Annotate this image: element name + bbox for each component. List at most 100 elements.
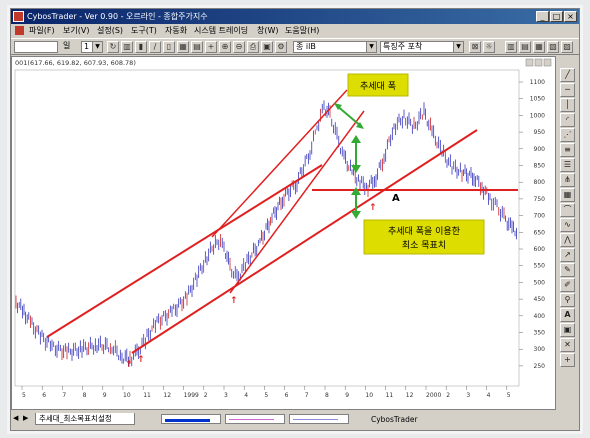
x-tick-label: 10 <box>123 392 131 399</box>
refresh-icon[interactable]: ↻ <box>107 41 119 53</box>
color-swatch-2[interactable] <box>225 414 285 424</box>
header-controls[interactable] <box>525 58 552 67</box>
draw-fib-icon[interactable]: ☰ <box>560 158 575 172</box>
table-icon[interactable]: ▤ <box>191 41 203 53</box>
draw-hline-icon[interactable]: ─ <box>560 83 575 97</box>
x-tick-label: 7 <box>305 392 309 399</box>
code-dropdown[interactable]: 종 ilB ▼ <box>293 41 377 53</box>
trend-width-arrow <box>335 104 363 128</box>
menu-settings[interactable]: 설정(S) <box>97 26 124 35</box>
lock-icon[interactable]: ⊠ <box>469 41 481 53</box>
candle-icon[interactable]: ▮ <box>135 41 147 53</box>
arrow-head-icon <box>356 122 364 129</box>
up-arrow-icon: ↑ <box>137 355 145 365</box>
menu-automation[interactable]: 자동화 <box>165 26 188 35</box>
menu-view[interactable]: 보기(V) <box>63 26 90 35</box>
minimize-button[interactable]: _ <box>536 11 549 22</box>
arrow-head-icon <box>351 211 361 219</box>
x-axis: 5 6 7 8 9 10 11 12 1999 2 3 4 5 6 7 8 9 10 11 12 2000 2 3 4 5 <box>21 386 511 399</box>
maximize-button[interactable]: □ <box>550 11 563 22</box>
upper-channel-bottom-line <box>229 110 365 294</box>
draw-cycle-icon[interactable]: ⌒ <box>560 203 575 217</box>
layout3-icon[interactable]: ▦ <box>533 41 545 53</box>
y-tick-label: 600 <box>534 246 546 253</box>
menu-file[interactable]: 파일(F) <box>29 26 55 35</box>
grid-icon[interactable]: ▦ <box>177 41 189 53</box>
color-swatch-1[interactable] <box>161 414 221 424</box>
x-tick-label: 6 <box>42 392 46 399</box>
crosshair-icon[interactable]: + <box>205 41 217 53</box>
draw-mark-icon[interactable]: ▣ <box>560 323 575 337</box>
x-tick-label: 5 <box>22 392 26 399</box>
y-tick-label: 1100 <box>530 79 545 86</box>
draw-pencil-icon[interactable]: ✎ <box>560 263 575 277</box>
draw-gann-icon[interactable]: ⋔ <box>560 173 575 187</box>
layout5-icon[interactable]: ▨ <box>561 41 573 53</box>
x-tick-label: 9 <box>345 392 349 399</box>
callout-box <box>347 73 409 97</box>
draw-brush-icon[interactable]: ✐ <box>560 278 575 292</box>
print-icon[interactable]: ⎙ <box>247 41 259 53</box>
arrow-head-icon <box>351 165 361 173</box>
chart-area[interactable]: 001(617.66, 619.82, 607.93, 608.78) 1100… <box>11 56 556 410</box>
x-tick-label: 10 <box>365 392 373 399</box>
layout2-icon[interactable]: ▤ <box>519 41 531 53</box>
tab-trend-target[interactable]: 추세대_최소목표치설정 <box>35 413 135 425</box>
menu-system-trading[interactable]: 시스템 트레이딩 <box>194 26 249 35</box>
draw-vline-icon[interactable]: │ <box>560 98 575 112</box>
draw-ray-icon[interactable]: ↗ <box>560 248 575 262</box>
save-icon[interactable]: ▣ <box>261 41 273 53</box>
stock-code-input[interactable] <box>14 41 58 53</box>
chart-icon[interactable]: ▥ <box>121 41 133 53</box>
line-icon[interactable]: ∕ <box>149 41 161 53</box>
settings-icon[interactable]: ⚙ <box>275 41 287 53</box>
callout-target: 추세대 폭을 이용한 최소 목표치 <box>363 219 485 255</box>
price-chart[interactable]: 001(617.66, 619.82, 607.93, 608.78) 1100… <box>12 57 555 409</box>
tab-next-icon[interactable]: ▶ <box>23 414 29 422</box>
menu-window[interactable]: 창(W) <box>257 26 279 35</box>
draw-text-icon[interactable]: A <box>560 308 575 322</box>
x-tick-label: 1999 <box>184 392 199 399</box>
draw-zigzag-icon[interactable]: ⋀ <box>560 233 575 247</box>
y-tick-label: 650 <box>534 229 546 236</box>
tab-prev-icon[interactable]: ◀ <box>13 414 19 422</box>
draw-link-icon[interactable]: ⚲ <box>560 293 575 307</box>
draw-channel-icon[interactable]: ≡ <box>560 143 575 157</box>
draw-fan-icon[interactable]: ⋰ <box>560 128 575 142</box>
status-app-name: CybosTrader <box>371 415 418 424</box>
bar-icon[interactable]: ▯ <box>163 41 175 53</box>
color-swatch-3[interactable] <box>289 414 349 424</box>
up-arrow-icon: ↑ <box>125 360 133 370</box>
title-bar[interactable]: CybosTrader - Ver 0.90 - 오르라인 - 종합주가지수 _… <box>11 9 579 24</box>
green-width-arrows <box>334 103 364 219</box>
close-button[interactable]: × <box>564 11 577 22</box>
menu-app-icon[interactable] <box>15 26 24 35</box>
count-dropdown[interactable]: 1 ▼ <box>81 41 103 53</box>
draw-plus-icon[interactable]: + <box>560 353 575 367</box>
zoom-in-icon[interactable]: ⊕ <box>219 41 231 53</box>
draw-cross-icon[interactable]: ✕ <box>560 338 575 352</box>
x-tick-label: 11 <box>386 392 394 399</box>
bulb-icon[interactable]: ☼ <box>483 41 495 53</box>
up-arrow-icon: ↑ <box>230 296 238 306</box>
up-arrow-icon: ↑ <box>369 203 377 213</box>
zoom-out-icon[interactable]: ⊖ <box>233 41 245 53</box>
x-tick-label: 12 <box>406 392 414 399</box>
draw-grid-icon[interactable]: ▦ <box>560 188 575 202</box>
layout-icon[interactable]: ▥ <box>505 41 517 53</box>
y-axis: 1100 1050 1000 950 900 850 800 750 700 650 600 550 5… <box>519 79 545 370</box>
trend-lines <box>46 89 518 354</box>
x-tick-label: 9 <box>103 392 107 399</box>
menu-tools[interactable]: 도구(T) <box>131 26 157 35</box>
draw-wave-icon[interactable]: ∿ <box>560 218 575 232</box>
draw-line-icon[interactable]: ╱ <box>560 68 575 82</box>
indicator-dropdown[interactable]: 특징주 포착 ▼ <box>380 41 464 53</box>
arrow-head-icon <box>334 103 342 110</box>
point-a-label: A <box>392 193 400 204</box>
layout4-icon[interactable]: ▧ <box>547 41 559 53</box>
chevron-down-icon: ▼ <box>92 42 102 52</box>
count-value: 1 <box>84 42 90 51</box>
draw-arc-icon[interactable]: ◜ <box>560 113 575 127</box>
menu-help[interactable]: 도움말(H) <box>285 26 320 35</box>
y-tick-label: 450 <box>534 296 546 303</box>
